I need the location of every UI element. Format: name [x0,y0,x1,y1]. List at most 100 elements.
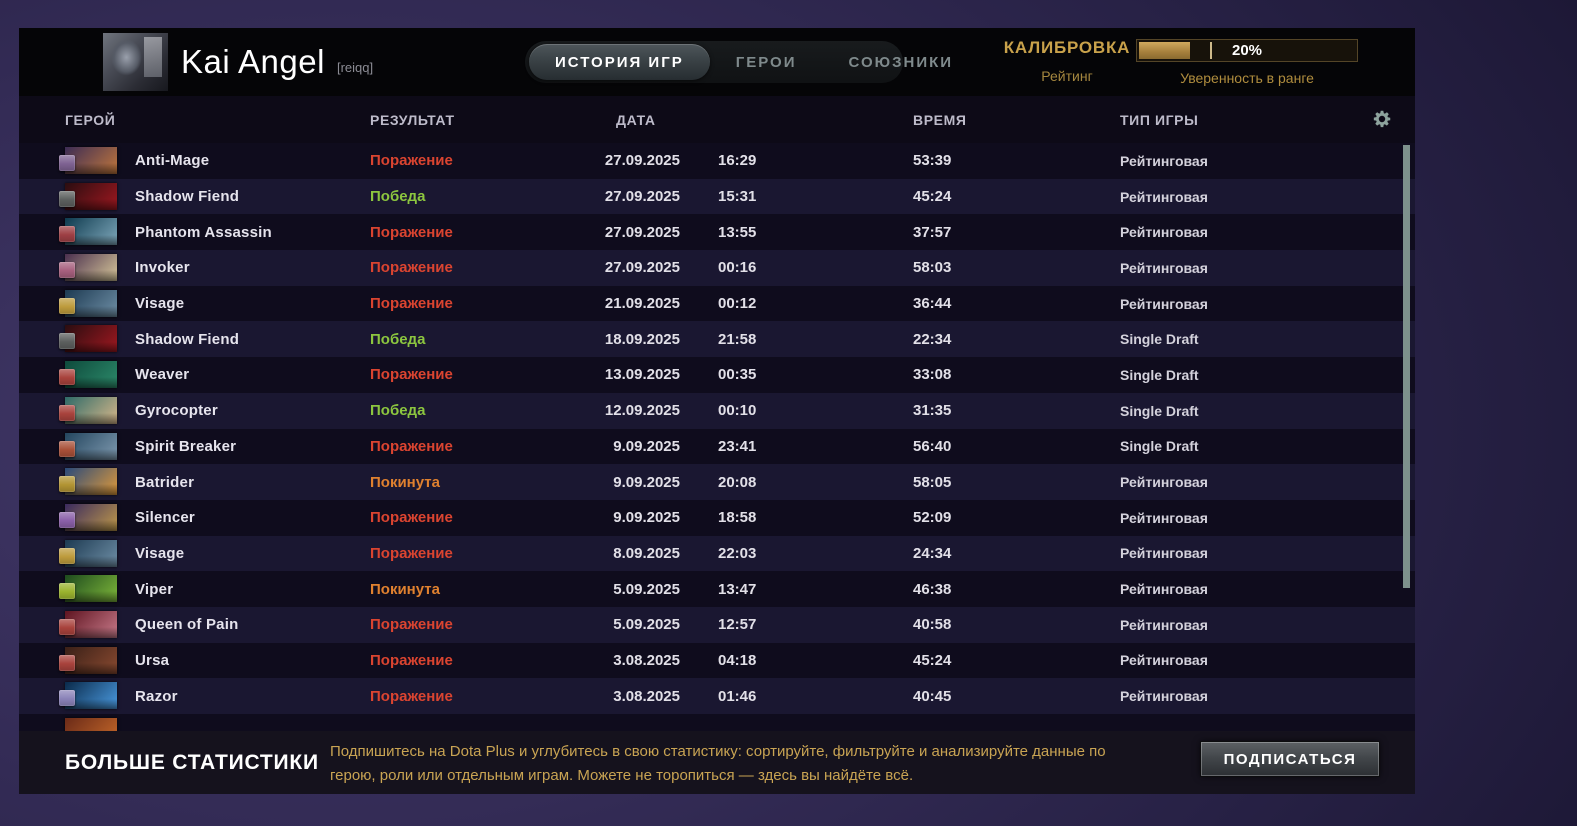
match-result: Поражение [370,437,453,455]
profile-header: Kai Angel [reiqq] ИСТОРИЯ ИГР ГЕРОИ СОЮЗ… [19,28,1415,96]
match-duration: 36:44 [913,295,952,313]
game-type: Рейтинговая [1120,188,1208,205]
hero-icon-cell [19,536,135,572]
column-header-time: ВРЕМЯ [913,111,967,128]
settings-gear-icon[interactable] [1371,108,1393,130]
game-type: Рейтинговая [1120,581,1208,598]
match-row[interactable]: Invoker Поражение 27.09.2025 00:16 58:03… [19,250,1415,286]
game-type: Рейтинговая [1120,652,1208,669]
match-row[interactable]: Razor Поражение 3.08.2025 01:46 40:45 Ре… [19,678,1415,714]
hero-icon-cell [19,429,135,465]
game-type: Рейтинговая [1120,474,1208,491]
hero-icon-cell [19,500,135,536]
rank-confidence-fill [1139,42,1190,59]
match-row[interactable]: Anti-Mage Поражение 27.09.2025 16:29 53:… [19,143,1415,179]
tab-match-history[interactable]: ИСТОРИЯ ИГР [529,44,710,80]
match-start-time: 00:10 [718,402,757,420]
player-color-badge [59,476,75,493]
subscribe-button[interactable]: ПОДПИСАТЬСЯ [1200,741,1380,777]
hero-icon-cell [19,571,135,607]
game-type: Single Draft [1120,366,1199,383]
match-row[interactable]: Weaver Поражение 13.09.2025 00:35 33:08 … [19,357,1415,393]
match-start-time: 13:47 [718,580,757,598]
match-row[interactable]: Shadow Fiend Победа 18.09.2025 21:58 22:… [19,321,1415,358]
match-date: 18.09.2025 [604,330,680,348]
match-duration: 52:09 [913,509,952,527]
match-row[interactable]: Gyrocopter Победа 12.09.2025 00:10 31:35… [19,392,1415,429]
game-type: Рейтинговая [1120,545,1208,562]
match-date: 3.08.2025 [613,651,680,669]
calibration-block: КАЛИБРОВКА Рейтинг [997,38,1137,84]
player-color-badge [59,262,75,279]
hero-icon-cell [19,357,135,393]
column-header-type: ТИП ИГРЫ [1120,111,1199,128]
match-start-time: 12:57 [718,616,757,634]
hero-name: Viper [135,580,174,598]
match-row[interactable]: Silencer Поражение 9.09.2025 18:58 52:09… [19,499,1415,536]
match-result: Победа [370,188,426,206]
hero-name: Shadow Fiend [135,188,240,206]
match-date: 27.09.2025 [604,188,680,206]
hero-icon-cell [19,214,135,250]
hero-name: Weaver [135,366,190,384]
match-duration: 40:45 [913,687,952,705]
match-start-time: 13:55 [718,223,757,241]
match-start-time: 23:41 [718,437,757,455]
match-row[interactable]: Phantom Assassin Поражение 27.09.2025 13… [19,214,1415,251]
match-start-time: 00:12 [718,295,757,313]
hero-icon-cell [19,393,135,429]
match-row[interactable]: Queen of Pain Поражение 5.09.2025 12:57 … [19,606,1415,643]
match-duration: 24:34 [913,544,952,562]
hero-icon-cell [19,286,135,322]
match-result: Поражение [370,366,453,384]
hero-icon-cell [19,643,135,679]
game-type: Single Draft [1120,402,1199,419]
player-color-badge [59,583,75,600]
match-row[interactable]: Ursa Поражение 3.08.2025 04:18 45:24 Рей… [19,642,1415,679]
match-result: Поражение [370,295,453,313]
player-avatar [103,33,168,91]
match-start-time: 00:35 [718,366,757,384]
match-duration: 31:35 [913,402,952,420]
match-result: Покинута [370,580,440,598]
tab-allies[interactable]: СОЮЗНИКИ [848,53,954,71]
match-date: 12.09.2025 [604,402,680,420]
match-row[interactable]: Shadow Fiend Победа 27.09.2025 15:31 45:… [19,178,1415,215]
match-row[interactable]: Batrider Покинута 9.09.2025 20:08 58:05 … [19,464,1415,500]
hero-name: Shadow Fiend [135,330,240,348]
match-duration: 33:08 [913,366,952,384]
match-row[interactable]: Viper Покинута 5.09.2025 13:47 46:38 Рей… [19,571,1415,607]
match-row[interactable]: Visage Поражение 21.09.2025 00:12 36:44 … [19,285,1415,322]
game-type: Рейтинговая [1120,224,1208,241]
match-date: 21.09.2025 [604,295,680,313]
game-type: Рейтинговая [1120,616,1208,633]
match-start-time: 22:03 [718,544,757,562]
column-header-date: ДАТА [616,111,656,128]
hero-name: Invoker [135,259,190,277]
rank-confidence-bar: 20% [1136,39,1358,62]
match-result: Покинута [370,473,440,491]
table-header: ГЕРОЙ РЕЗУЛЬТАТ ДАТА ВРЕМЯ ТИП ИГРЫ [19,96,1415,143]
tab-heroes[interactable]: ГЕРОИ [735,53,797,71]
column-header-hero: ГЕРОЙ [65,111,116,128]
player-color-badge [59,226,75,243]
player-color-badge [59,190,75,207]
hero-name: Queen of Pain [135,616,239,634]
match-duration: 37:57 [913,223,952,241]
match-row[interactable]: Spirit Breaker Поражение 9.09.2025 23:41… [19,428,1415,465]
match-result: Поражение [370,509,453,527]
player-color-badge [59,440,75,457]
match-row[interactable]: Visage Поражение 8.09.2025 22:03 24:34 Р… [19,535,1415,572]
match-date [489,714,680,731]
profile-tabs: ИСТОРИЯ ИГР ГЕРОИ СОЮЗНИКИ [525,41,951,83]
match-result: Поражение [370,259,453,277]
match-start-time: 20:08 [718,473,757,491]
match-duration: 45:24 [913,188,952,206]
scrollbar-thumb[interactable] [1403,145,1410,588]
hero-icon-cell [19,250,135,286]
player-color-badge [59,297,75,314]
match-result: Поражение [370,544,453,562]
match-date: 9.09.2025 [613,509,680,527]
match-start-time: 18:58 [718,509,757,527]
match-row[interactable] [19,714,1415,731]
